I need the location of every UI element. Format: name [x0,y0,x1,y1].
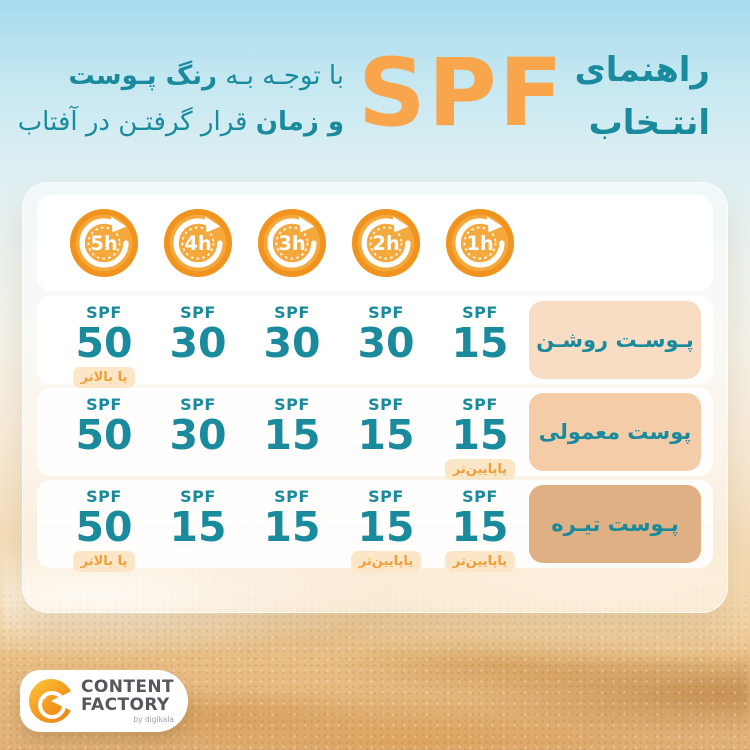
spf-badge: یاپایین‌تر [350,550,422,573]
subtitle-line2: و زمان قرار گرفتـن در آفتاب [17,106,344,137]
spf-label: SPF [274,303,310,322]
spf-value: 15 [451,410,509,459]
skin-label-normal: پوست معمولی [529,393,701,471]
duration-cell-5h: 5h [57,207,151,279]
guide-title-line2: انتـخاب [588,102,710,143]
spf-label: SPF [274,487,310,506]
svg-text:4h: 4h [184,232,211,255]
guide-title-line1: راهنمای [574,50,710,90]
spf-label: SPF [86,487,122,506]
spf-label: SPF [462,487,498,506]
spf-value: 15 [169,502,227,551]
spf-value: 50 [75,318,133,367]
spf-label: SPF [368,395,404,414]
spf-cell: SPF 30 [151,388,245,457]
spf-cell: SPF 30 [245,296,339,365]
spf-label: SPF [86,395,122,414]
spf-cell: SPF 30 [339,296,433,365]
spf-cell: SPF 50 یا بالاتر [57,480,151,573]
spf-label: SPF [368,303,404,322]
spf-main-title: SPF [358,39,565,148]
spf-label: SPF [86,303,122,322]
content-factory-c-icon [29,679,73,723]
spf-table-card: 5h 4h [22,182,728,613]
svg-text:5h: 5h [90,232,117,255]
table-row-normal-skin: SPF 50 SPF 30 SPF 15 SPF 15 SPF 15 یاپای… [37,388,713,481]
duration-cell-3h: 3h [245,207,339,279]
spf-value: 15 [451,318,509,367]
spf-cell: SPF 50 [57,388,151,457]
clock-4h-icon: 4h [163,208,233,278]
spf-value: 15 [357,502,415,551]
spf-value: 30 [169,318,227,367]
spf-value: 50 [75,410,133,459]
duration-cell-2h: 2h [339,207,433,279]
spf-label: SPF [274,395,310,414]
spf-cell: SPF 30 [151,296,245,365]
spf-value: 15 [451,502,509,551]
svg-text:1h: 1h [466,232,493,255]
spf-badge: یاپایین‌تر [444,458,516,481]
table-row-light-skin: SPF 50 یا بالاتر SPF 30 SPF 30 SPF 30 SP… [37,296,713,389]
content-factory-logo: CONTENT FACTORY by digikala [20,670,188,732]
clock-2h-icon: 2h [351,208,421,278]
spf-cell: SPF 15 [339,388,433,457]
spf-cell: SPF 15 یاپایین‌تر [339,480,433,573]
spf-cell: SPF 15 [151,480,245,549]
spf-value: 30 [263,318,321,367]
spf-label: SPF [368,487,404,506]
spf-label: SPF [180,395,216,414]
table-row-dark-skin: SPF 50 یا بالاتر SPF 15 SPF 15 SPF 15 یا… [37,480,713,573]
duration-header-row: 5h 4h [37,195,713,291]
spf-value: 30 [169,410,227,459]
subtitle-line1: با توجـه بـه رنگ پـوست [68,61,345,91]
skin-label-light: پـوسـت روشـن [529,301,701,379]
spf-cell: SPF 15 یاپایین‌تر [433,388,527,481]
clock-5h-icon: 5h [69,208,139,278]
spf-label: SPF [462,395,498,414]
spf-badge: یاپایین‌تر [444,550,516,573]
spf-value: 50 [75,502,133,551]
spf-value: 15 [263,502,321,551]
subtitle: با توجـه بـه رنگ پـوست و زمان قرار گرفتـ… [18,54,344,145]
spf-value: 15 [357,410,415,459]
spf-badge: یا بالاتر [72,366,136,389]
logo-text: CONTENT FACTORY by digikala [81,676,174,725]
svg-text:3h: 3h [278,232,305,255]
guide-title: راهنمای انتـخاب [575,44,710,149]
duration-cell-1h: 1h [433,207,527,279]
spf-badge: یا بالاتر [72,550,136,573]
spf-cell: SPF 50 یا بالاتر [57,296,151,389]
clock-1h-icon: 1h [445,208,515,278]
svg-text:2h: 2h [372,232,399,255]
spf-label: SPF [462,303,498,322]
logo-line1: CONTENT [81,676,174,697]
spf-cell: SPF 15 [433,296,527,365]
spf-label: SPF [180,303,216,322]
duration-cell-4h: 4h [151,207,245,279]
spf-label: SPF [180,487,216,506]
spf-cell: SPF 15 یاپایین‌تر [433,480,527,573]
spf-value: 15 [263,410,321,459]
clock-3h-icon: 3h [257,208,327,278]
spf-cell: SPF 15 [245,480,339,549]
spf-cell: SPF 15 [245,388,339,457]
spf-value: 30 [357,318,415,367]
logo-line2: FACTORY [81,695,170,715]
skin-label-dark: پـوست تیـره [529,485,701,563]
logo-byline: by digikala [133,715,174,725]
